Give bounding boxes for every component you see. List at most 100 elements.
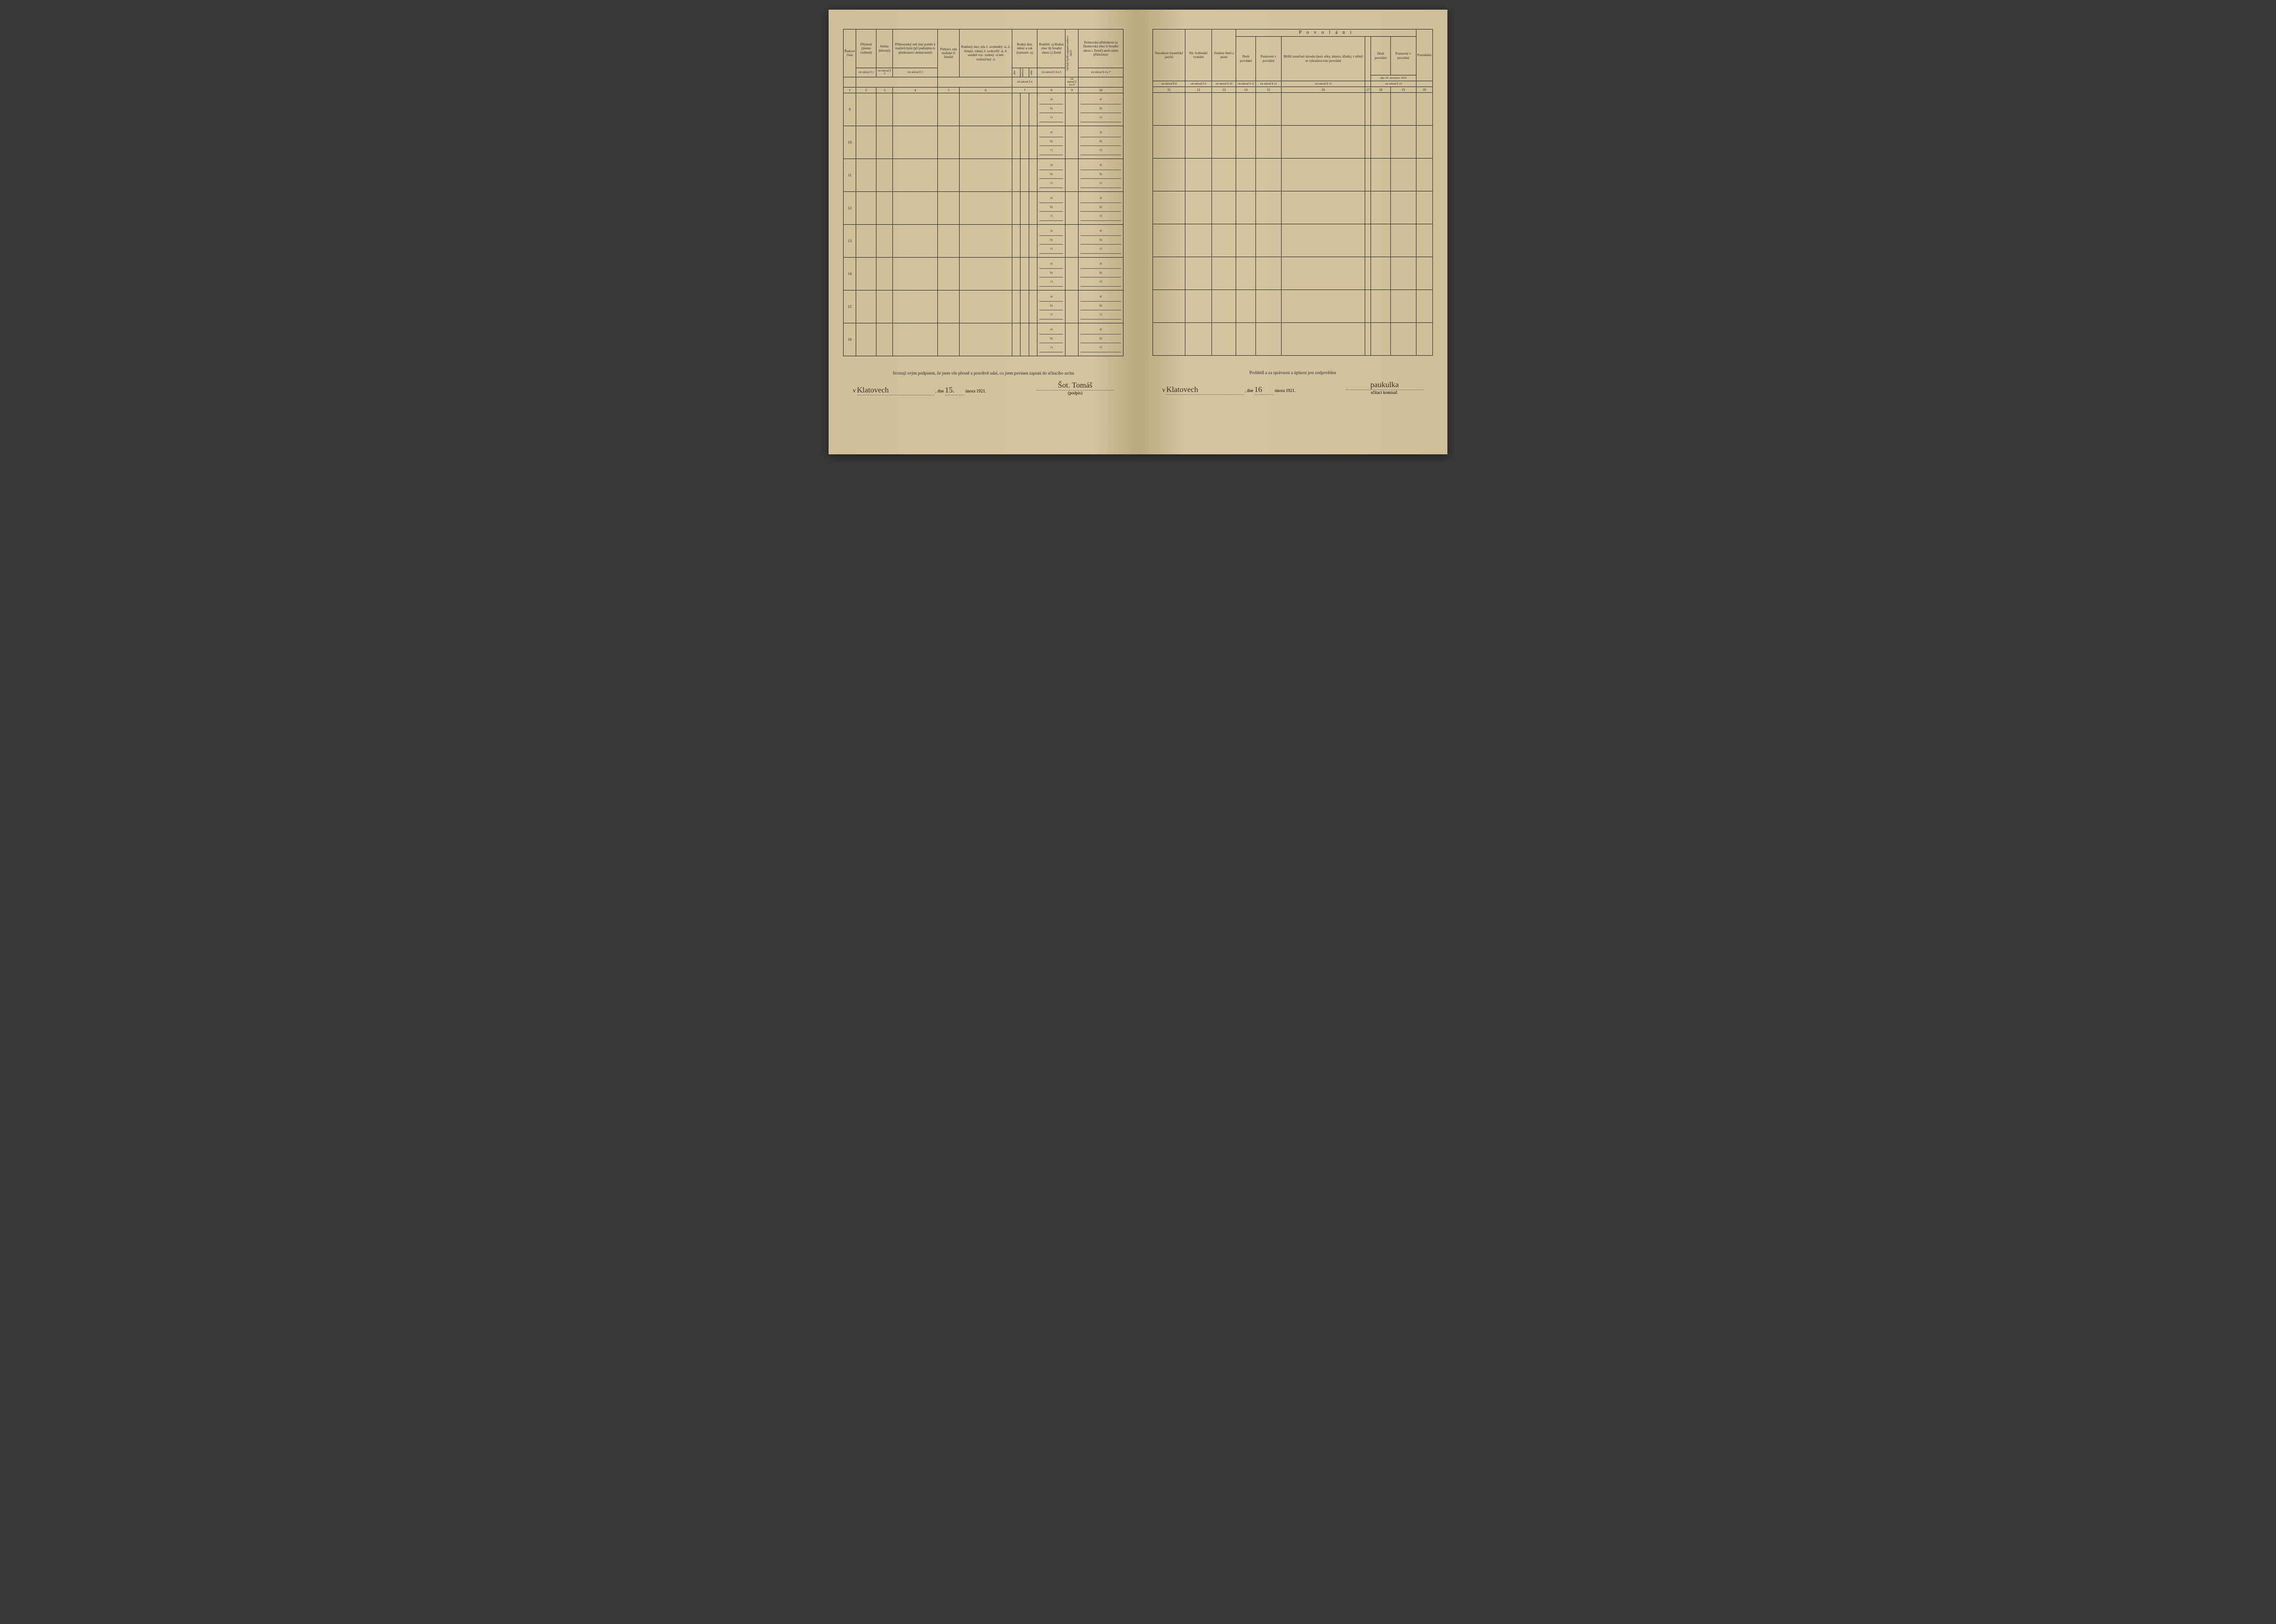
col-num-7: 7 xyxy=(1012,87,1037,93)
left-place-handwritten: Klatovech xyxy=(857,386,889,394)
col-num-19: 19 xyxy=(1390,87,1416,93)
col-num-5: 5 xyxy=(938,87,960,93)
col-10-ref: viz návod § 4 a 7 xyxy=(1078,68,1123,77)
col-num-1: 1 xyxy=(844,87,856,93)
col-4-header: Příbuzenský neb jiný poměr k majiteli by… xyxy=(892,29,937,68)
row-number: 12 xyxy=(844,192,856,225)
row-number: 15 xyxy=(844,290,856,323)
table-row: 11 a)b)c) a)b)c) xyxy=(844,159,1123,192)
table-row xyxy=(1153,323,1433,356)
right-signature-line: V Klatovech , dne 16 února 1921. paukulk… xyxy=(1153,381,1433,395)
col-num-15: 15 xyxy=(1255,87,1281,93)
right-page: Národnost (mateřský jazyk) Ná- boženské … xyxy=(1138,10,1447,454)
col-7-header: Rodný den, měsíc a rok (narozen -a) xyxy=(1012,29,1037,68)
col-10-header: Domovská příslušnost (a Domovská obec b … xyxy=(1078,29,1123,68)
dne-label-right: , dne xyxy=(1245,388,1254,393)
left-day-handwritten: 15. xyxy=(945,386,955,394)
domicile-cell: a)b)c) xyxy=(1078,290,1123,323)
col-num-16: 16 xyxy=(1281,87,1365,93)
birthplace-cell: a)b)c) xyxy=(1037,225,1065,258)
birthplace-cell: a)b)c) xyxy=(1037,258,1065,290)
right-place-handwritten: Klatovech xyxy=(1167,386,1198,394)
birthplace-cell: a)b)c) xyxy=(1037,192,1065,225)
domicile-cell: a)b)c) xyxy=(1078,126,1123,159)
col-9-header: Od kdy bydlí zapsaná osoba v obci? xyxy=(1065,29,1079,77)
komissar-label: sčítací komisař. xyxy=(1371,390,1398,395)
table-row xyxy=(1153,224,1433,257)
document-spread: Řadové číslo Příjmení (jméno rodinné) Jm… xyxy=(829,10,1447,454)
table-row: 9a)b)c)a)b)c) xyxy=(844,93,1123,126)
col-num-11: 11 xyxy=(1153,87,1185,93)
right-month-year: února 1921. xyxy=(1275,388,1296,393)
col-2-ref: viz návod § 1 xyxy=(856,68,876,77)
col-7-ref: viz návod § 4 xyxy=(1012,77,1037,87)
col-num-10: 10 xyxy=(1078,87,1123,93)
table-row: 10 a)b)c) a)b)c) xyxy=(844,126,1123,159)
col-8-ref: viz návod § 4 a 5 xyxy=(1037,68,1065,77)
dne-label: , dne xyxy=(935,389,944,393)
col-7-sub-rok: roku xyxy=(1029,68,1037,77)
census-table-left: Řadové číslo Příjmení (jméno rodinné) Jm… xyxy=(843,29,1123,356)
col-5-header: Pohlaví, zda mužské či ženské xyxy=(938,29,960,77)
birthplace-cell: a)b)c) xyxy=(1037,93,1065,126)
col-9-ref: viz návod § 4 a 6 xyxy=(1065,77,1079,87)
table-row xyxy=(1153,191,1433,224)
birthplace-cell: a)b)c) xyxy=(1037,323,1065,356)
col-6-header: Rodinný stav, zda 1. svobodný -á, 2. žen… xyxy=(959,29,1012,77)
col-15-header: Postavení v povolání xyxy=(1255,37,1281,81)
table-row xyxy=(1153,126,1433,159)
col-7-sub-mesic: měsíce xyxy=(1021,68,1029,77)
col-11-header: Národnost (mateřský jazyk) xyxy=(1153,29,1185,81)
col-18-ref: viz návod § 14 xyxy=(1371,81,1416,87)
right-affirmation: Prohlédl a za správnost a úplnost jest z… xyxy=(1153,370,1433,375)
left-sig-handwritten: Šot. Tomáš xyxy=(1058,381,1092,390)
col-3-header: Jméno (křestní) xyxy=(876,29,892,68)
col-12-header: Ná- boženské vyznání xyxy=(1185,29,1211,81)
table-row xyxy=(1153,257,1433,290)
table-row: 13 a)b)c) a)b)c) xyxy=(844,225,1123,258)
table-row xyxy=(1153,290,1433,323)
census-table-right: Národnost (mateřský jazyk) Ná- boženské … xyxy=(1153,29,1433,356)
table-row: 16 a)b)c) a)b)c) xyxy=(844,323,1123,356)
row-number: 16 xyxy=(844,323,856,356)
row-number: 10 xyxy=(844,126,856,159)
podpis-label: (podpis) xyxy=(1068,391,1082,395)
left-signature-line: V Klatovech , dne 15. února 1921. Šot. T… xyxy=(843,381,1123,395)
col-num-13: 13 xyxy=(1211,87,1236,93)
povolani-title: P o v o l á n í xyxy=(1236,29,1416,37)
domicile-cell: a)b)c) xyxy=(1078,159,1123,192)
col-16-header: Bližší označení závodu (pod- niku, ústav… xyxy=(1281,37,1365,81)
col-num-12: 12 xyxy=(1185,87,1211,93)
col-18-sub: dne 16. července 1914 xyxy=(1371,75,1416,81)
v-label: V xyxy=(853,389,856,393)
col-13-ref: viz návod § 10 xyxy=(1211,81,1236,87)
domicile-cell: a)b)c) xyxy=(1078,93,1123,126)
birthplace-cell: a)b)c) xyxy=(1037,126,1065,159)
col-num-2: 2 xyxy=(856,87,876,93)
domicile-cell: a)b)c) xyxy=(1078,323,1123,356)
col-num-14: 14 xyxy=(1236,87,1255,93)
row-number: 13 xyxy=(844,225,856,258)
col-3-ref: viz návod § 2 xyxy=(876,68,892,77)
col-num-9: 9 xyxy=(1065,87,1079,93)
col-2-header: Příjmení (jméno rodinné) xyxy=(856,29,876,68)
domicile-cell: a)b)c) xyxy=(1078,258,1123,290)
domicile-cell: a)b)c) xyxy=(1078,225,1123,258)
right-sig-handwritten: paukulka xyxy=(1371,381,1399,389)
col-num-3: 3 xyxy=(876,87,892,93)
col-num-18: 18 xyxy=(1371,87,1390,93)
left-affirmation: Stvrzuji svým podpisem, že jsem vše přes… xyxy=(843,371,1123,376)
col-13-header: Znalost čtení a psaní xyxy=(1211,29,1236,81)
left-month-year: února 1921. xyxy=(965,389,986,393)
table-row xyxy=(1153,93,1433,126)
row-number: 11 xyxy=(844,159,856,192)
col-7-sub-dne: dne xyxy=(1012,68,1020,77)
table-row xyxy=(1153,159,1433,191)
table-row: 12a)b)c)a)b)c) xyxy=(844,192,1123,225)
col-num-17: 17 xyxy=(1365,87,1371,93)
col-14-ref: viz návod § 11 xyxy=(1236,81,1255,87)
col-num-20: 20 xyxy=(1416,87,1432,93)
col-17-header xyxy=(1365,37,1371,81)
col-8-header: Rodiště: a) Rodná obec b) Soudní okres c… xyxy=(1037,29,1065,68)
birthplace-cell: a)b)c) xyxy=(1037,159,1065,192)
